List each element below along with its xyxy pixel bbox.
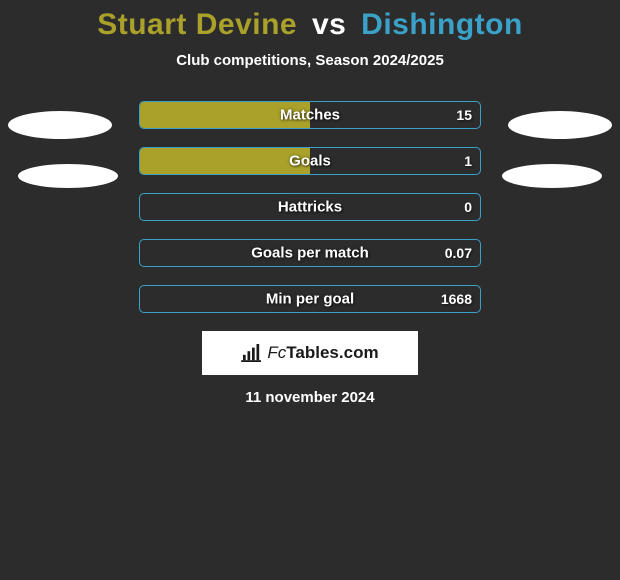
logo: FcTables.com <box>241 343 378 363</box>
bar-label: Matches <box>280 107 340 124</box>
photo-placeholder-right-1 <box>508 111 612 139</box>
stat-bar: Matches 15 <box>139 101 481 129</box>
stat-bar: Min per goal 1668 <box>139 285 481 313</box>
vs-label: vs <box>312 8 346 41</box>
subtitle: Club competitions, Season 2024/2025 <box>0 52 620 69</box>
player1-name: Stuart Devine <box>97 8 297 41</box>
date-label: 11 november 2024 <box>0 389 620 406</box>
bar-chart-icon <box>241 344 263 362</box>
bar-value-right: 1668 <box>441 291 472 307</box>
player2-name: Dishington <box>361 8 523 41</box>
logo-text: FcTables.com <box>267 343 378 363</box>
bar-label: Hattricks <box>278 199 342 216</box>
photo-placeholder-right-2 <box>502 164 602 188</box>
logo-text-rest: Tables.com <box>286 343 378 362</box>
photo-placeholder-left-1 <box>8 111 112 139</box>
bar-value-right: 0.07 <box>445 245 472 261</box>
comparison-infographic: Stuart Devine vs Dishington Club competi… <box>0 0 620 406</box>
bars-section: Matches 15 Goals 1 Hattricks 0 Goals per match… <box>0 101 620 313</box>
title-row: Stuart Devine vs Dishington <box>0 8 620 42</box>
logo-box: FcTables.com <box>202 331 418 375</box>
bar-value-right: 15 <box>456 107 472 123</box>
logo-text-fc: Fc <box>267 343 286 362</box>
bar-label: Goals <box>289 153 331 170</box>
stat-bar: Goals per match 0.07 <box>139 239 481 267</box>
bar-value-right: 0 <box>464 199 472 215</box>
stat-bar: Hattricks 0 <box>139 193 481 221</box>
bar-label: Min per goal <box>266 291 354 308</box>
bar-fill-left <box>140 148 310 174</box>
bar-label: Goals per match <box>251 245 369 262</box>
stat-bar: Goals 1 <box>139 147 481 175</box>
photo-placeholder-left-2 <box>18 164 118 188</box>
bar-value-right: 1 <box>464 153 472 169</box>
